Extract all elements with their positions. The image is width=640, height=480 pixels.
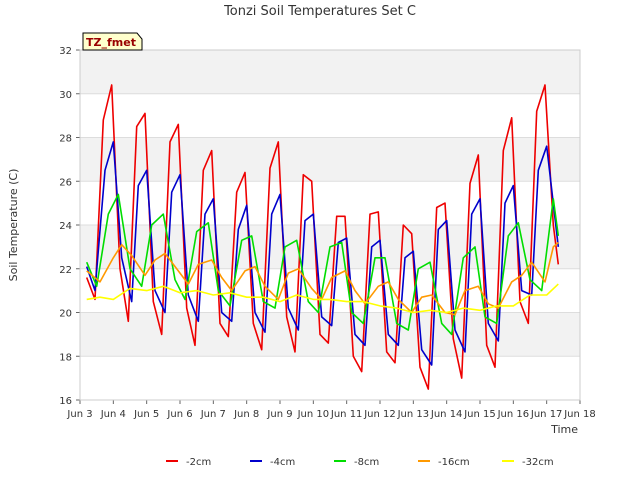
y-tick-label: 32 (59, 46, 72, 57)
x-tick-label: Jun 18 (563, 409, 596, 420)
x-tick-label: Jun 15 (463, 409, 496, 420)
y-tick-label: 16 (59, 396, 72, 407)
series-lines (85, 84, 560, 390)
plot-bands (80, 49, 580, 401)
plot-frame (79, 49, 581, 401)
x-tick-label: Jun 17 (530, 409, 563, 420)
series-line-32cm (86, 283, 559, 314)
chart-title: Tonzi Soil Temperatures Set C (223, 4, 416, 19)
x-tick-label: Jun 8 (233, 409, 259, 420)
x-tick-label: Jun 5 (133, 409, 159, 420)
y-tick-label: 20 (59, 309, 72, 320)
x-tick-label: Jun 10 (297, 409, 330, 420)
x-axis-label: Time (550, 423, 578, 436)
x-tick-label: Jun 3 (66, 409, 92, 420)
legend-label: -8cm (354, 457, 379, 468)
y-tick-label: 18 (59, 352, 72, 363)
x-tick-label: Jun 12 (363, 409, 396, 420)
annotation-badge: TZ_fmet (82, 32, 143, 51)
y-tick-label: 30 (59, 90, 72, 101)
y-tick-label: 26 (59, 177, 72, 188)
y-axis-ticks: 16 18 20 22 24 26 28 30 32 (59, 46, 80, 407)
series-line-2cm (85, 84, 560, 390)
x-tick-label: Jun 7 (200, 409, 226, 420)
series-line-16cm (86, 241, 559, 316)
series-line-4cm (85, 141, 560, 366)
y-tick-label: 28 (59, 134, 72, 145)
legend-label: -4cm (270, 457, 295, 468)
x-axis-ticks: Jun 3 Jun 4 Jun 5 Jun 6 Jun 7 Jun 8 Jun 9 Jun 1… (66, 400, 596, 420)
annotation-text: TZ_fmet (86, 36, 136, 49)
x-tick-label: Jun 16 (497, 409, 530, 420)
y-axis-label: Soil Temperature (C) (7, 169, 20, 282)
x-tick-label: Jun 6 (166, 409, 192, 420)
x-tick-label: Jun 13 (397, 409, 430, 420)
series-line-8cm (85, 193, 560, 336)
y-tick-label: 24 (59, 221, 72, 232)
x-tick-label: Jun 14 (430, 409, 463, 420)
x-tick-label: Jun 9 (266, 409, 292, 420)
y-tick-label: 22 (59, 265, 72, 276)
legend-label: -2cm (186, 457, 211, 468)
legend-label: -32cm (522, 457, 554, 468)
legend: -2cm -4cm -8cm -16cm -32cm (166, 457, 554, 468)
legend-label: -16cm (438, 457, 470, 468)
x-tick-label: Jun 4 (100, 409, 126, 420)
grid-band (80, 50, 580, 94)
x-tick-label: Jun 11 (330, 409, 363, 420)
grid-band (80, 137, 580, 182)
